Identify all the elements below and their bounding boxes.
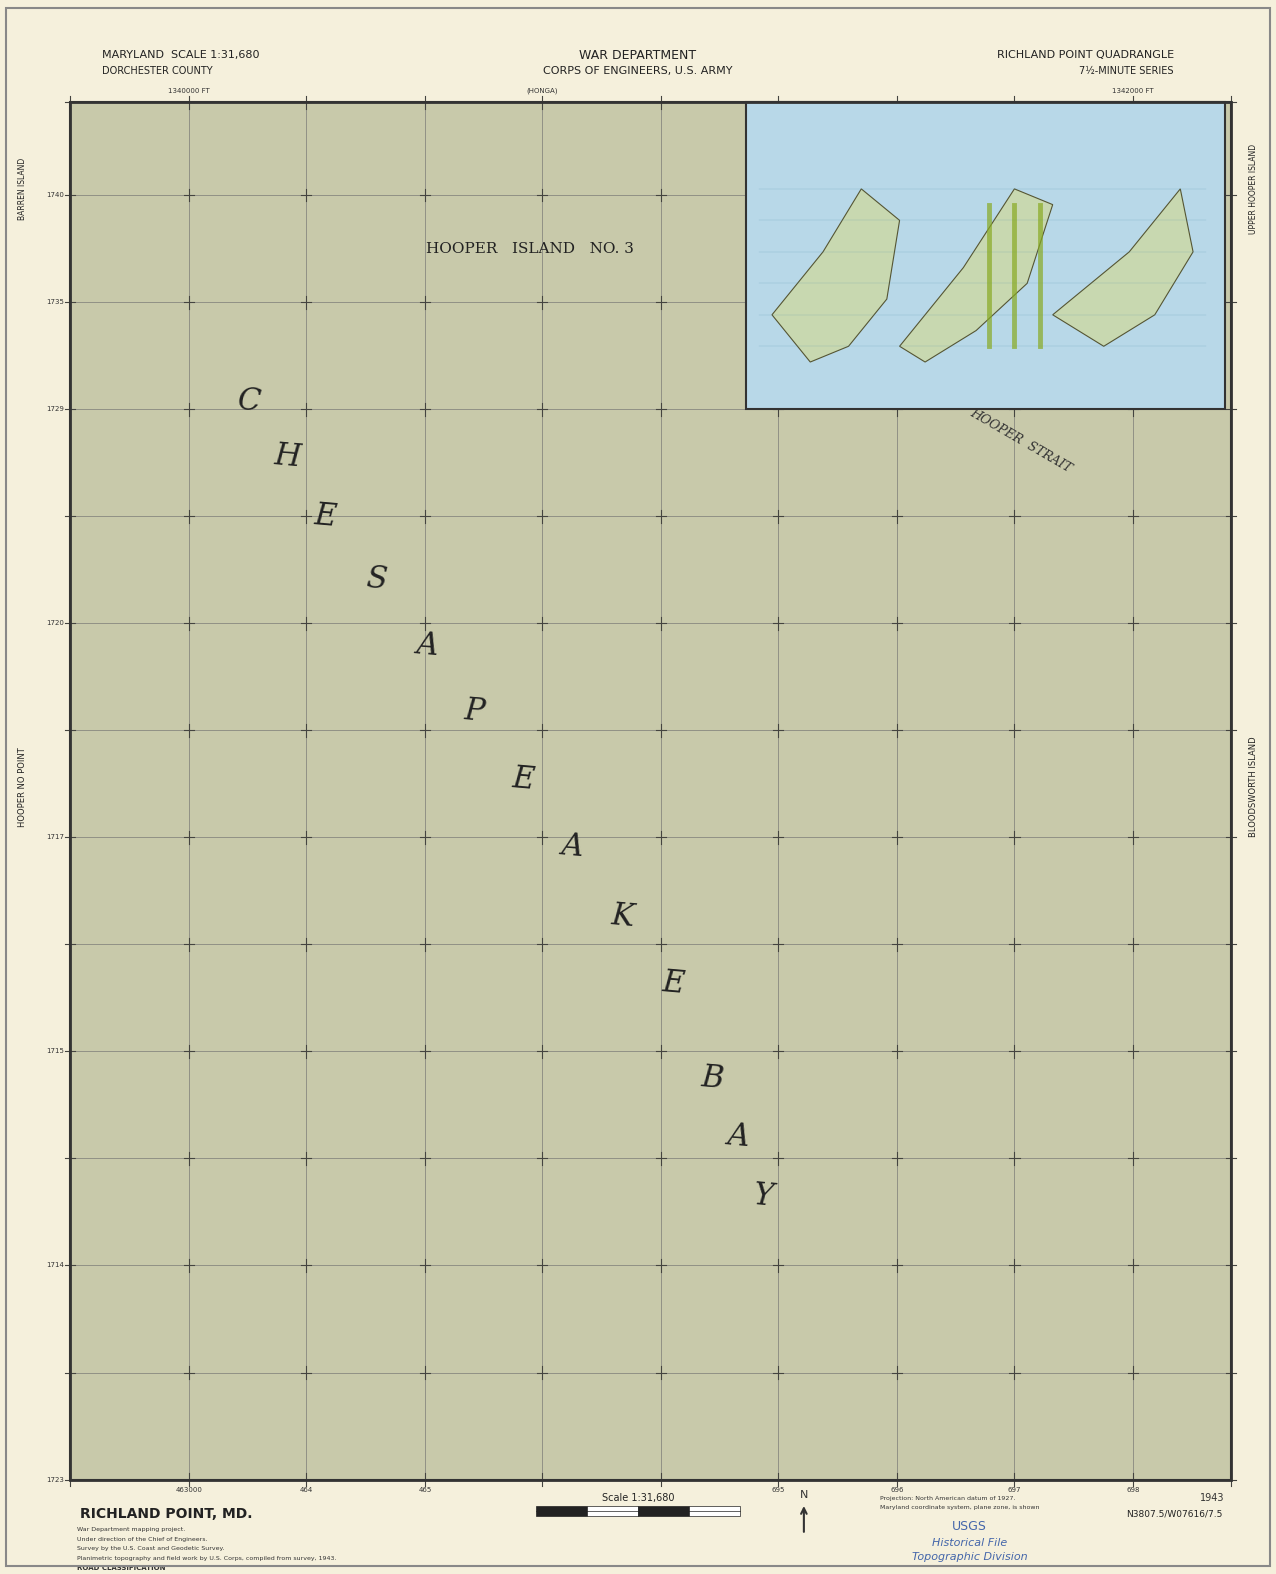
Text: UPPER HOOPER ISLAND: UPPER HOOPER ISLAND	[1248, 143, 1258, 235]
Text: 1943: 1943	[1199, 1494, 1225, 1503]
Text: RICHLAND POINT QUADRANGLE: RICHLAND POINT QUADRANGLE	[997, 50, 1174, 60]
Text: C: C	[236, 386, 262, 417]
Text: Maryland coordinate system, plane zone, is shown: Maryland coordinate system, plane zone, …	[880, 1505, 1040, 1511]
Text: B: B	[699, 1062, 725, 1094]
Text: 463000: 463000	[175, 1487, 203, 1494]
Text: E: E	[510, 763, 536, 795]
Text: 698: 698	[1127, 1487, 1139, 1494]
Text: Topographic Division: Topographic Division	[912, 1552, 1027, 1561]
Text: 1714: 1714	[46, 1262, 64, 1269]
Bar	[70, 102, 1231, 1480]
Text: 464: 464	[300, 1487, 313, 1494]
Text: S: S	[365, 563, 388, 595]
Text: N3807.5/W07616/7.5: N3807.5/W07616/7.5	[1125, 1509, 1222, 1519]
Text: CORPS OF ENGINEERS, U.S. ARMY: CORPS OF ENGINEERS, U.S. ARMY	[544, 66, 732, 76]
Text: A: A	[415, 630, 440, 661]
Text: 1342000 FT: 1342000 FT	[1113, 88, 1154, 94]
Text: P: P	[463, 696, 486, 727]
Text: Y: Y	[752, 1180, 775, 1212]
Text: 1340000 FT: 1340000 FT	[168, 88, 209, 94]
Text: 695: 695	[772, 1487, 785, 1494]
Polygon shape	[1053, 189, 1193, 346]
Text: (HONGA): (HONGA)	[527, 88, 558, 94]
Text: 1715: 1715	[46, 1048, 64, 1055]
Text: HOOPER NO POINT: HOOPER NO POINT	[18, 748, 28, 826]
Text: Under direction of the Chief of Engineers.: Under direction of the Chief of Engineer…	[77, 1536, 207, 1543]
Text: HOOPER   ISLAND   NO. 3: HOOPER ISLAND NO. 3	[426, 242, 633, 255]
Text: 465: 465	[419, 1487, 431, 1494]
Text: E: E	[661, 968, 686, 999]
Text: Survey by the U.S. Coast and Geodetic Survey.: Survey by the U.S. Coast and Geodetic Su…	[77, 1546, 223, 1552]
Text: 1717: 1717	[46, 834, 64, 841]
Text: WAR DEPARTMENT: WAR DEPARTMENT	[579, 49, 697, 61]
Text: MARYLAND  SCALE 1:31,680: MARYLAND SCALE 1:31,680	[102, 50, 259, 60]
Text: 697: 697	[1008, 1487, 1021, 1494]
Text: BLOODSWORTH ISLAND: BLOODSWORTH ISLAND	[1248, 737, 1258, 837]
Bar	[536, 1506, 587, 1516]
Text: Historical File: Historical File	[933, 1538, 1007, 1547]
Text: USGS: USGS	[952, 1520, 988, 1533]
Text: ROAD CLASSIFICATION: ROAD CLASSIFICATION	[77, 1565, 165, 1571]
Text: N: N	[800, 1491, 808, 1500]
Bar	[746, 102, 1225, 409]
Text: Scale 1:31,680: Scale 1:31,680	[602, 1494, 674, 1503]
Text: K: K	[610, 900, 635, 932]
Text: 1729: 1729	[46, 406, 64, 412]
Polygon shape	[772, 189, 900, 362]
Text: 696: 696	[891, 1487, 903, 1494]
Text: BARREN ISLAND: BARREN ISLAND	[18, 157, 28, 220]
Bar	[587, 1506, 638, 1516]
Text: A: A	[725, 1121, 750, 1152]
Bar	[689, 1506, 740, 1516]
Text: 1723: 1723	[46, 1476, 64, 1483]
Text: H: H	[273, 439, 301, 474]
Text: 1720: 1720	[46, 620, 64, 626]
Text: Projection: North American datum of 1927.: Projection: North American datum of 1927…	[880, 1495, 1016, 1502]
Text: 7½-MINUTE SERIES: 7½-MINUTE SERIES	[1079, 66, 1174, 76]
Text: HOOPER  STRAIT: HOOPER STRAIT	[967, 406, 1074, 475]
Text: 1735: 1735	[46, 299, 64, 305]
Text: RICHLAND POINT, MD.: RICHLAND POINT, MD.	[79, 1508, 253, 1520]
Text: War Department mapping project.: War Department mapping project.	[77, 1527, 185, 1533]
Text: A: A	[559, 831, 584, 863]
Text: DORCHESTER COUNTY: DORCHESTER COUNTY	[102, 66, 213, 76]
Text: Planimetric topography and field work by U.S. Corps, compiled from survey, 1943.: Planimetric topography and field work by…	[77, 1555, 336, 1561]
Text: E: E	[313, 501, 338, 532]
Bar	[70, 102, 1231, 1480]
Bar	[638, 1506, 689, 1516]
Text: 1740: 1740	[46, 192, 64, 198]
Polygon shape	[900, 189, 1053, 362]
